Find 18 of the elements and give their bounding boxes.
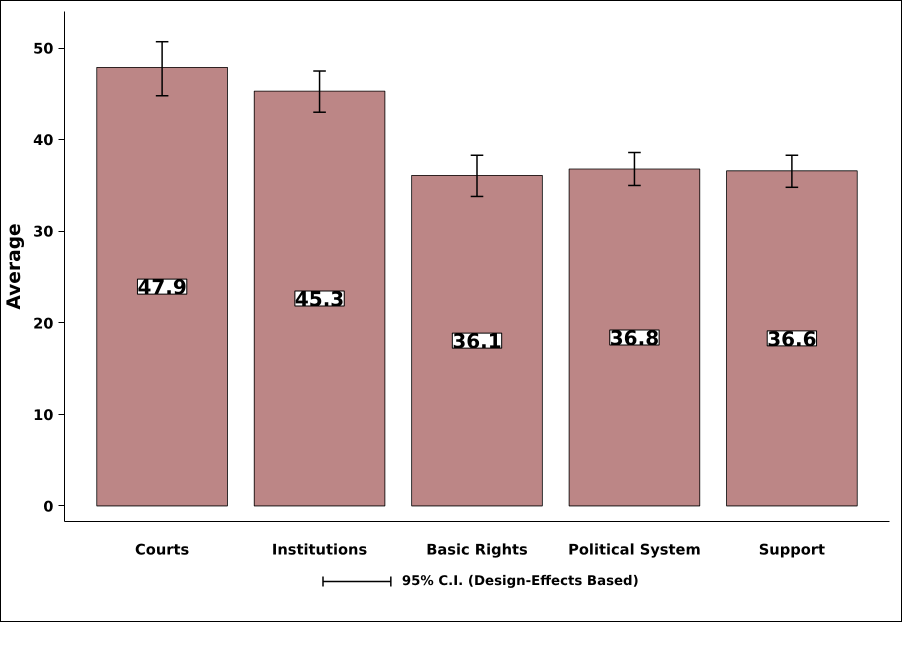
data-label: 36.8: [610, 326, 660, 350]
x-tick-label: Institutions: [272, 542, 368, 558]
y-tick-label: 50: [33, 40, 54, 58]
x-tick-label: Support: [758, 542, 826, 558]
x-tick-label: Political System: [568, 542, 701, 558]
data-label: 45.3: [294, 287, 344, 312]
data-label: 36.6: [767, 326, 817, 351]
y-tick-label: 10: [33, 406, 54, 424]
y-tick-label: 40: [33, 132, 54, 150]
text: 95% C.I. (Design-Effects Based): [402, 574, 639, 589]
y-tick-label: 20: [33, 315, 54, 332]
x-tick-label: Basic Rights: [426, 542, 528, 558]
data-label: 36.1: [452, 329, 502, 354]
x-tick-label: Courts: [135, 542, 190, 558]
y-tick-label: 30: [33, 224, 54, 241]
y-axis-title: Average: [4, 223, 26, 310]
data-label: 47.9: [137, 275, 187, 300]
y-tick-label: 0: [43, 498, 54, 516]
